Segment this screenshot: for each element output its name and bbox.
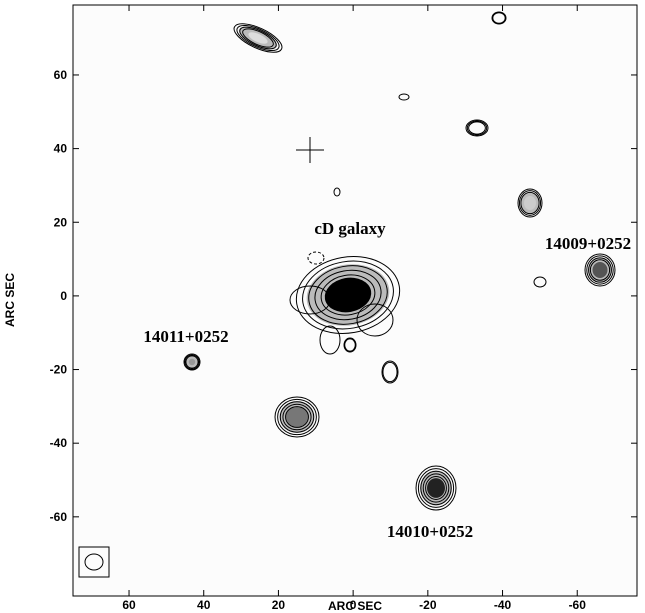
y-tick-label: -40 xyxy=(50,436,68,450)
annotation: 14011+0252 xyxy=(143,327,228,346)
y-axis-label: ARC SEC xyxy=(3,273,17,327)
x-tick-label: -20 xyxy=(419,598,437,612)
source-core xyxy=(427,478,445,498)
y-tick-label: 40 xyxy=(54,142,68,156)
annotation: cD galaxy xyxy=(314,219,386,238)
source-core xyxy=(189,359,195,365)
y-tick-label: -60 xyxy=(50,510,68,524)
x-tick-label: -60 xyxy=(569,598,587,612)
y-tick-label: 60 xyxy=(54,68,68,82)
x-tick-label: 0 xyxy=(350,598,357,612)
y-tick-label: 0 xyxy=(60,289,67,303)
x-tick-label: 40 xyxy=(197,598,211,612)
source-core xyxy=(286,407,308,427)
annotation: 14010+0252 xyxy=(387,522,473,541)
source-core xyxy=(524,196,536,210)
x-tick-label: 20 xyxy=(272,598,286,612)
source-core xyxy=(593,262,608,278)
chart: ARC SEC ARC SEC 6040200-20-40-606040200-… xyxy=(0,0,645,613)
x-tick-label: -40 xyxy=(494,598,512,612)
x-tick-label: 60 xyxy=(122,598,136,612)
y-tick-label: 20 xyxy=(54,215,68,229)
y-tick-label: -20 xyxy=(50,363,68,377)
annotation: 14009+0252 xyxy=(545,234,631,253)
